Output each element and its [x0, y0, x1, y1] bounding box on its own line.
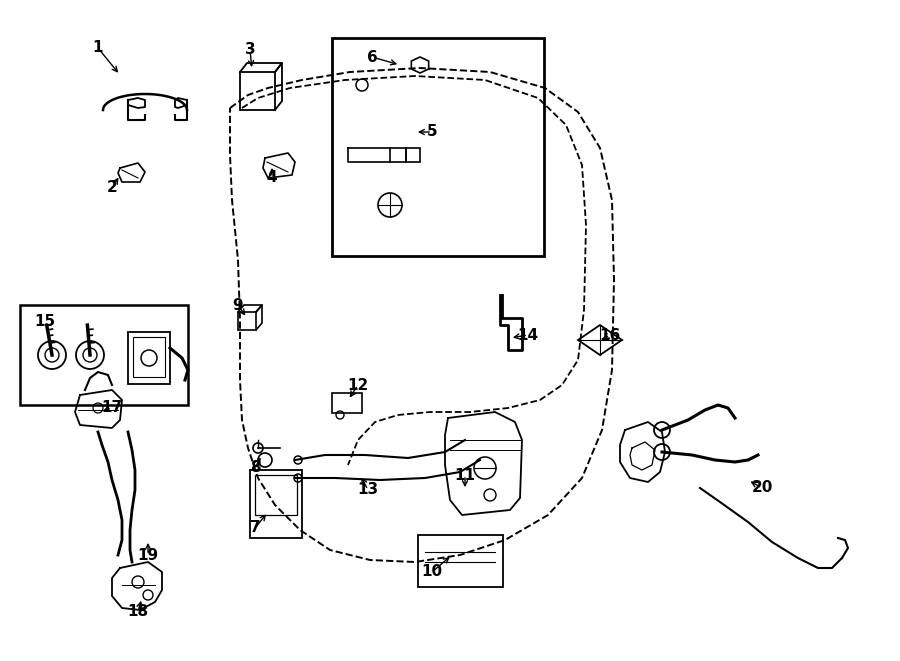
Bar — [255, 475, 297, 515]
Bar — [20, 305, 188, 405]
Text: 19: 19 — [138, 547, 158, 563]
Text: 17: 17 — [102, 401, 122, 416]
Text: 14: 14 — [518, 327, 538, 342]
Text: 20: 20 — [752, 481, 773, 496]
Text: 16: 16 — [599, 327, 621, 342]
Bar — [128, 332, 170, 384]
Bar — [406, 148, 420, 162]
Bar — [133, 337, 165, 377]
Text: 3: 3 — [245, 42, 256, 58]
Text: 13: 13 — [357, 483, 379, 498]
Bar — [250, 470, 302, 538]
Text: 9: 9 — [233, 297, 243, 313]
Text: 10: 10 — [421, 564, 443, 580]
Bar — [332, 38, 544, 256]
Text: 8: 8 — [249, 461, 260, 475]
Text: 1: 1 — [93, 40, 104, 56]
Bar — [240, 72, 275, 110]
Text: 12: 12 — [347, 377, 369, 393]
Text: 4: 4 — [266, 171, 277, 186]
Bar — [418, 535, 503, 587]
Text: 15: 15 — [34, 315, 56, 329]
Text: 18: 18 — [128, 605, 148, 619]
Text: 7: 7 — [249, 520, 260, 535]
Text: 6: 6 — [366, 50, 377, 65]
Text: 2: 2 — [106, 180, 117, 196]
Bar — [332, 393, 362, 413]
Bar — [238, 312, 256, 330]
Text: 11: 11 — [454, 467, 475, 483]
Text: 5: 5 — [427, 124, 437, 139]
